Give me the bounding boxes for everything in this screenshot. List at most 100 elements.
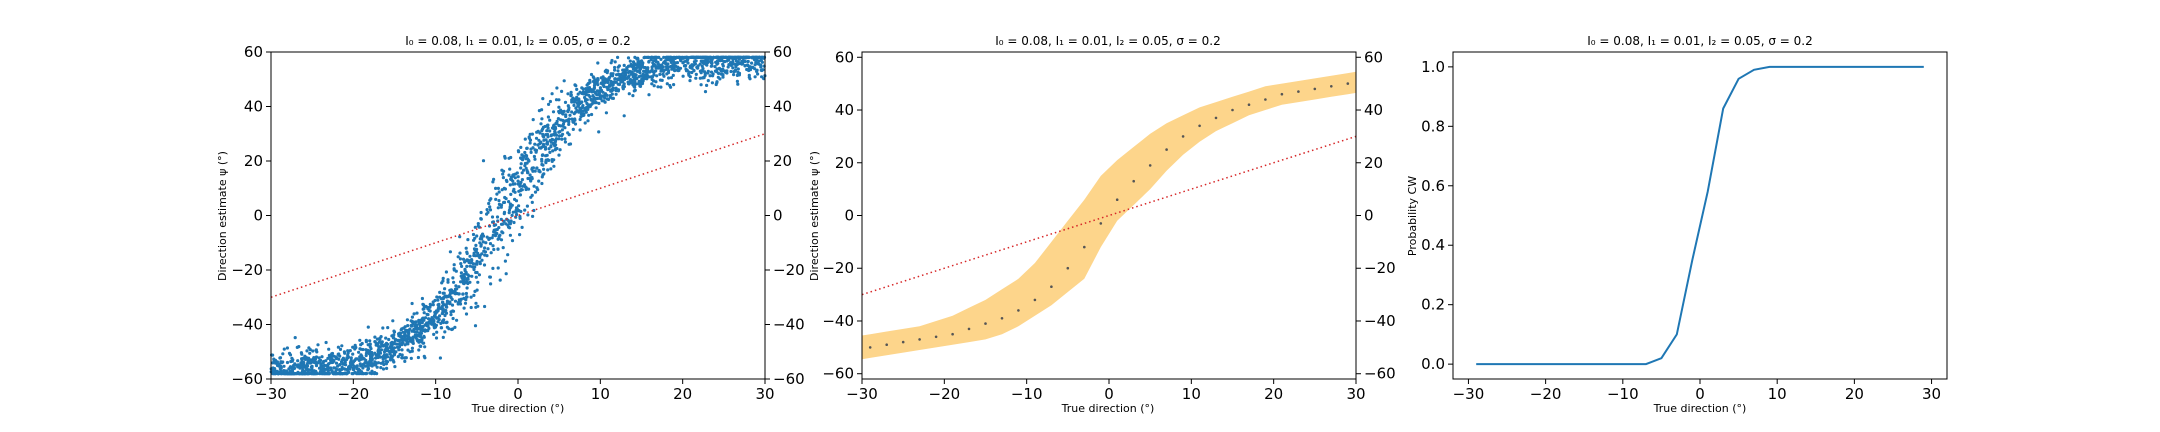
scatter-point <box>583 121 587 125</box>
scatter-point <box>625 68 629 72</box>
panel-1-xtick-label: 0 <box>513 385 523 403</box>
scatter-point <box>739 55 743 60</box>
scatter-point <box>640 78 644 82</box>
scatter-point <box>458 251 462 255</box>
scatter-point <box>559 124 563 128</box>
scatter-point <box>305 349 309 353</box>
scatter-point <box>507 173 511 177</box>
scatter-point <box>444 321 448 325</box>
scatter-point <box>706 69 710 73</box>
scatter-point <box>342 367 346 371</box>
scatter-point <box>399 328 403 332</box>
scatter-point <box>599 96 603 100</box>
scatter-point <box>417 333 421 337</box>
scatter-point <box>442 318 446 322</box>
scatter-point <box>472 238 476 242</box>
scatter-point <box>602 81 607 85</box>
scatter-point <box>688 79 692 83</box>
scatter-point <box>488 205 492 209</box>
panel-3-ylabel: Probability CW <box>1406 176 1419 256</box>
panel-3-xtick-label: −20 <box>1530 385 1562 403</box>
mean-point <box>1099 222 1103 225</box>
mean-point <box>1050 285 1053 289</box>
scatter-point <box>477 273 481 277</box>
scatter-point <box>696 66 700 70</box>
scatter-point <box>380 343 384 347</box>
mean-point <box>1148 164 1152 167</box>
panel-3-ytick-label: 0.4 <box>1421 236 1445 254</box>
scatter-point <box>651 79 656 83</box>
scatter-point <box>641 74 645 78</box>
scatter-point <box>544 160 548 164</box>
scatter-point <box>505 179 509 184</box>
panel-1-right-ytick-label: 60 <box>773 43 792 61</box>
scatter-point <box>639 67 643 71</box>
scatter-point <box>591 94 595 98</box>
scatter-point <box>497 226 501 230</box>
scatter-point <box>397 348 401 352</box>
scatter-point <box>472 293 476 297</box>
scatter-point <box>549 140 553 144</box>
scatter-point <box>450 303 455 307</box>
scatter-point <box>282 364 286 368</box>
scatter-point <box>745 67 749 72</box>
scatter-point <box>510 213 514 217</box>
scatter-point <box>400 338 405 342</box>
scatter-point <box>509 192 513 196</box>
scatter-point <box>474 275 478 279</box>
scatter-point <box>662 55 666 60</box>
scatter-point <box>312 356 316 360</box>
scatter-point <box>353 359 357 363</box>
panel-2-ytick-label: −60 <box>822 365 854 383</box>
panel-1-ytick-label: 20 <box>244 152 263 170</box>
panel-1-title: I₀ = 0.08, I₁ = 0.01, I₂ = 0.05, σ = 0.2 <box>405 34 631 48</box>
scatter-point <box>581 92 586 96</box>
scatter-point <box>488 198 492 202</box>
scatter-point <box>345 372 349 376</box>
scatter-point <box>508 222 512 226</box>
scatter-point <box>641 65 646 69</box>
scatter-point <box>567 117 571 121</box>
scatter-point <box>687 70 691 74</box>
scatter-point <box>507 225 511 229</box>
scatter-point <box>596 93 600 97</box>
scatter-point <box>603 77 607 81</box>
scatter-point <box>651 55 655 60</box>
scatter-point <box>444 295 449 299</box>
scatter-point <box>392 360 396 364</box>
scatter-point <box>535 166 539 170</box>
scatter-point <box>492 177 496 181</box>
scatter-point <box>520 178 525 182</box>
scatter-point <box>397 345 402 349</box>
scatter-point <box>488 208 493 212</box>
scatter-point <box>519 180 523 184</box>
scatter-point <box>635 69 640 73</box>
scatter-point <box>354 365 358 369</box>
scatter-point <box>449 288 453 292</box>
scatter-point <box>346 351 350 355</box>
scatter-point <box>503 259 507 263</box>
scatter-point <box>516 182 520 186</box>
scatter-point <box>694 59 698 63</box>
mean-point <box>901 340 905 344</box>
scatter-point <box>654 80 658 84</box>
scatter-point <box>415 330 419 334</box>
scatter-point <box>410 315 414 319</box>
scatter-point <box>631 94 635 98</box>
scatter-point <box>721 62 725 66</box>
scatter-point <box>364 338 368 342</box>
scatter-point <box>470 274 474 278</box>
scatter-point <box>368 339 372 343</box>
scatter-point <box>653 64 657 68</box>
scatter-point <box>613 60 617 64</box>
scatter-point <box>283 372 287 376</box>
scatter-point <box>294 372 298 376</box>
panel-3-frame <box>1452 51 1948 380</box>
scatter-point <box>570 110 574 114</box>
scatter-point <box>698 76 702 80</box>
scatter-point <box>435 295 439 299</box>
scatter-point <box>337 368 342 372</box>
scatter-point <box>514 206 519 210</box>
scatter-point <box>525 146 529 150</box>
scatter-point <box>596 78 600 82</box>
